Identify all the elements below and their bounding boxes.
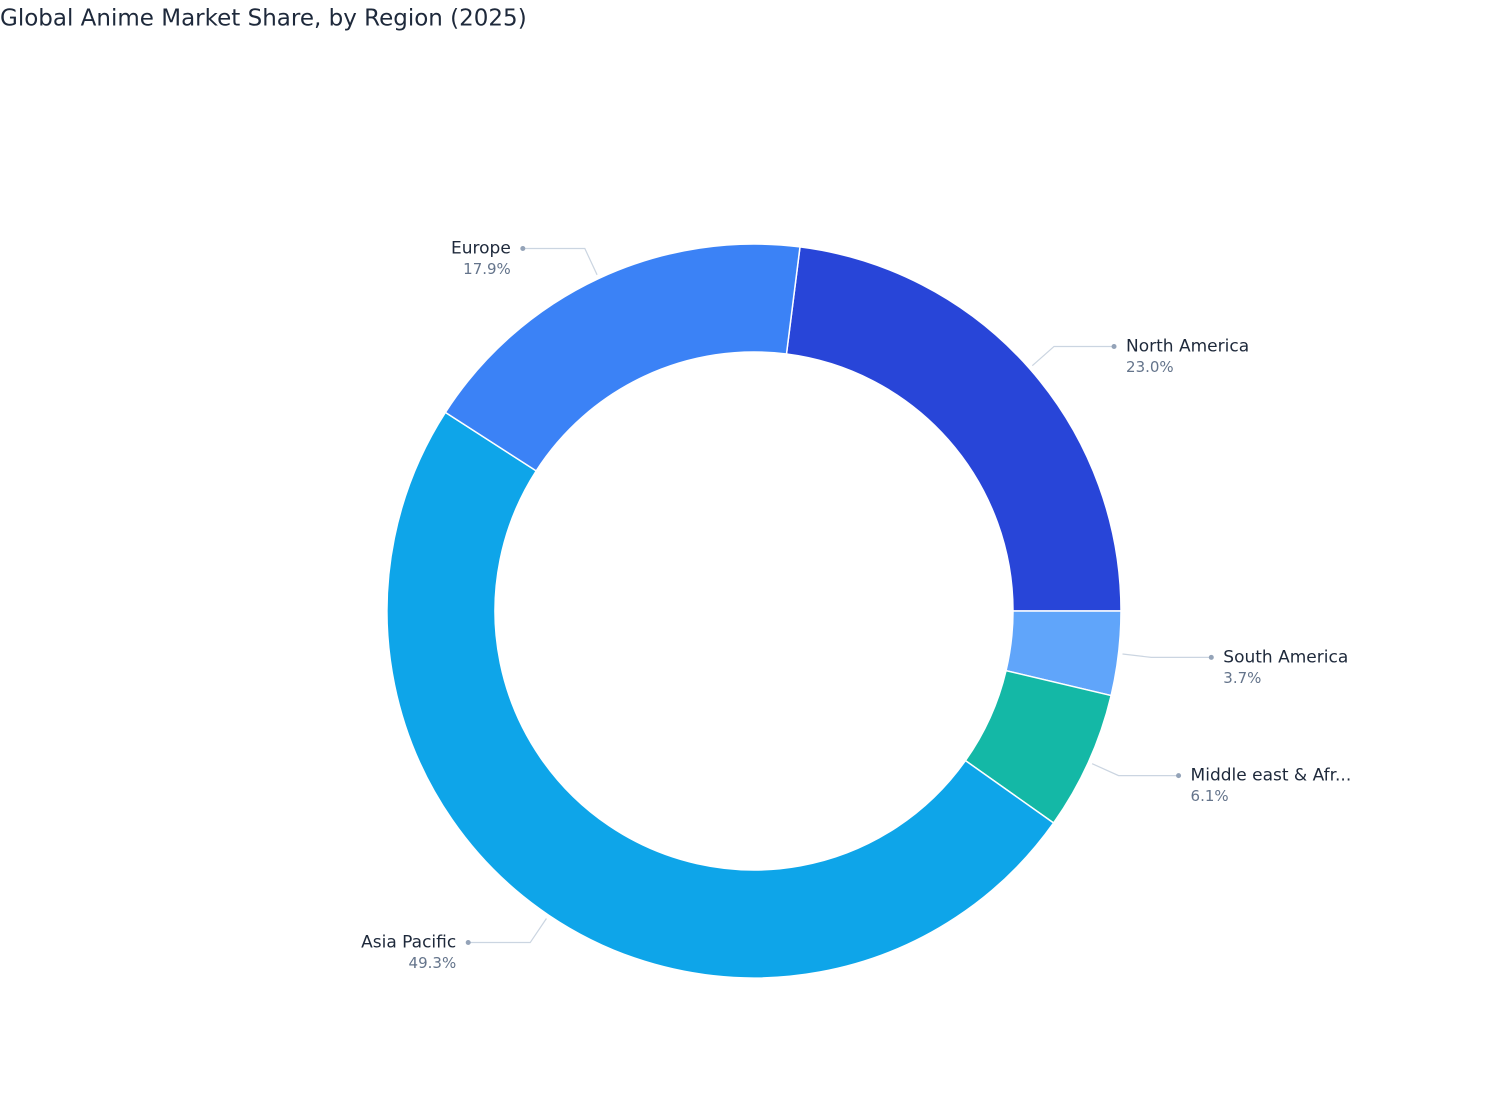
leader-dot (520, 246, 526, 252)
leader-dot (1208, 654, 1214, 660)
slice-value: 17.9% (463, 260, 511, 278)
leader-dot (1176, 773, 1182, 779)
leader-line (522, 247, 598, 276)
leader-line (1091, 763, 1179, 777)
slice-value: 6.1% (1191, 787, 1229, 805)
slice-label: Middle east & Afr... (1191, 766, 1352, 786)
leader-dot (465, 940, 471, 946)
slice (444, 243, 801, 472)
leader-line (468, 918, 547, 944)
leader-line (1122, 653, 1212, 658)
slice-label: North America (1126, 336, 1249, 356)
slice-value: 3.7% (1223, 669, 1261, 687)
slice (386, 411, 1055, 979)
slice-value: 23.0% (1126, 358, 1174, 376)
leader-line (1031, 345, 1115, 367)
slice-value: 49.3% (409, 954, 457, 972)
chart-title: Global Anime Market Share, by Region (20… (0, 6, 527, 32)
slice (785, 246, 1122, 612)
slice-label: Asia Pacific (361, 933, 456, 953)
leader-dot (1111, 343, 1117, 349)
slice-label: South America (1223, 647, 1348, 667)
slice-label: Europe (451, 239, 511, 259)
